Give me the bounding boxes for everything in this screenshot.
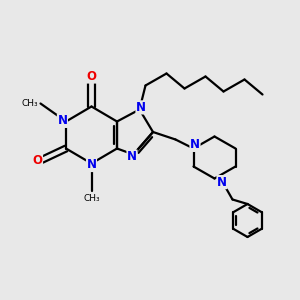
Text: N: N (86, 158, 97, 172)
Text: N: N (136, 101, 146, 114)
Text: N: N (190, 138, 200, 152)
Text: CH₃: CH₃ (22, 99, 38, 108)
Text: CH₃: CH₃ (83, 194, 100, 203)
Text: N: N (127, 150, 137, 163)
Text: O: O (32, 154, 43, 167)
Text: N: N (57, 114, 68, 128)
Text: O: O (86, 70, 97, 83)
Text: N: N (217, 176, 227, 189)
